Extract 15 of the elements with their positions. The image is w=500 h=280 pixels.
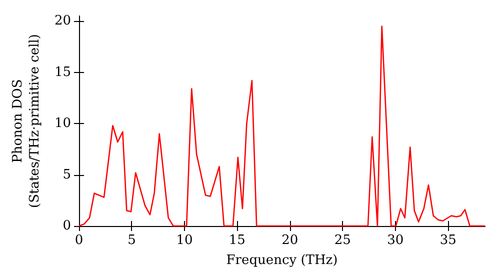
x-tick-label: 30 [387, 233, 404, 248]
x-tick-label: 35 [440, 233, 456, 248]
y-axis-title: Phonon DOS (States/THz·primitive cell) [10, 34, 43, 208]
y-tick-label: 0 [62, 218, 71, 234]
x-axis-title: Frequency (THz) [226, 252, 338, 268]
x-tick-label: 5 [128, 233, 136, 248]
x-tick-label: 20 [282, 233, 298, 248]
y-tick-label: 15 [54, 64, 71, 80]
x-tick-label: 25 [334, 233, 351, 248]
y-tick-label: 20 [54, 14, 71, 29]
x-tick-label: 15 [228, 233, 246, 248]
y-tick-label: 5 [62, 167, 71, 182]
x-tick-label: 10 [176, 233, 193, 248]
y-tick-label: 10 [54, 116, 71, 132]
x-tick-label: 0 [74, 233, 84, 248]
